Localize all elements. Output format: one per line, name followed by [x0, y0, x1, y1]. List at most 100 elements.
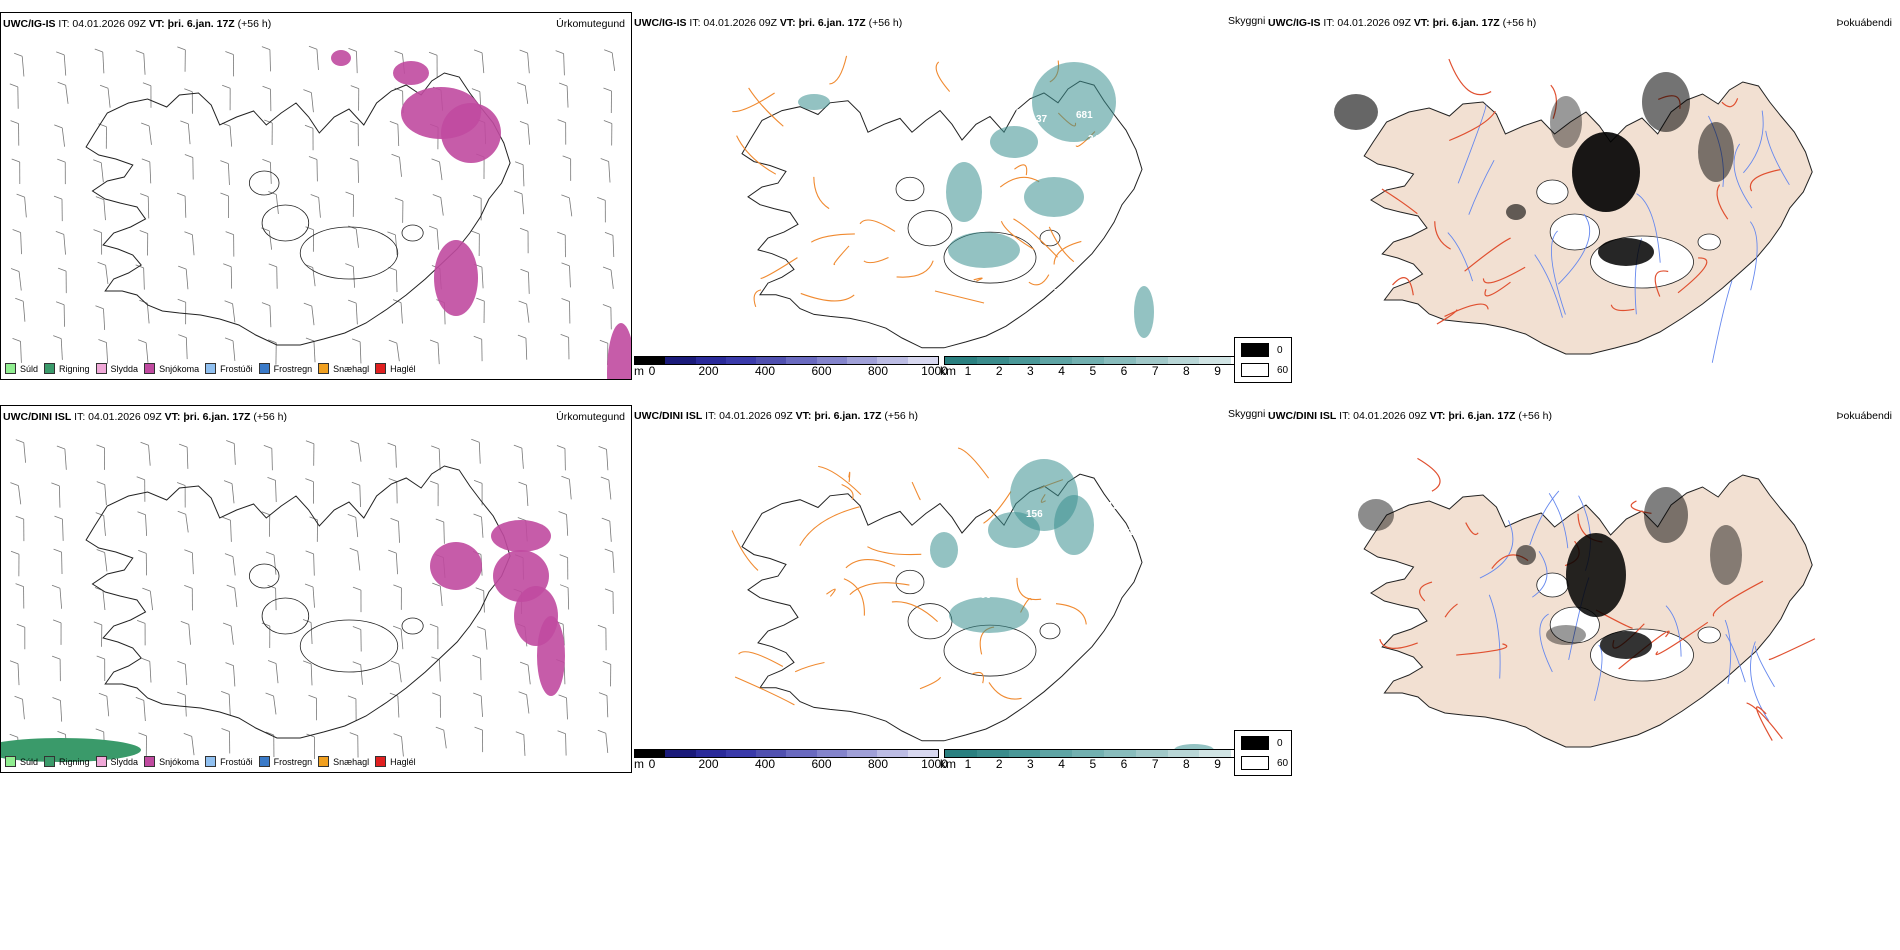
color-cell — [976, 750, 1009, 757]
wind-barb — [12, 229, 22, 255]
wind-barb — [14, 695, 25, 720]
tick-label: 6 — [1120, 364, 1128, 378]
fog-panel: Skyggni UWC/IG-IS IT: 04.01.2026 09Z VT: … — [1228, 12, 1900, 383]
valid-time-label: VT: — [795, 410, 812, 422]
valid-time: þri. 6.jan. 17Z — [183, 411, 251, 423]
wind-barb — [517, 334, 528, 360]
wind-barb — [222, 622, 234, 645]
color-cell — [1040, 750, 1073, 757]
wind-barb — [557, 119, 567, 145]
tick-label: 200 — [698, 364, 719, 378]
valid-time: þri. 6.jan. 17Z — [798, 17, 866, 29]
rain-area — [1, 738, 141, 762]
wind-barb — [604, 232, 615, 258]
wind-barb — [559, 584, 570, 610]
color-cell — [1199, 750, 1232, 757]
wind-barb — [390, 660, 402, 683]
wind-barb — [352, 661, 363, 685]
wind-barb — [435, 518, 445, 544]
precip-type-panel: UWC/IG-IS IT: 04.01.2026 09Z VT: þri. 6.… — [0, 12, 632, 380]
wind-barb — [177, 298, 187, 325]
tick-label: 1000 — [921, 364, 948, 378]
fog-index-shading — [1358, 487, 1742, 659]
visibility-color-cells — [944, 749, 1264, 758]
model-name: UWC/IG-IS — [3, 18, 56, 30]
wind-barb — [141, 122, 152, 145]
panel-title: UWC/IG-IS IT: 04.01.2026 09Z VT: þri. 6.… — [3, 18, 271, 30]
wind-barb — [604, 49, 616, 71]
visibility-unit: km — [940, 364, 956, 378]
legend-swatch — [44, 756, 56, 767]
wind-barb — [601, 517, 612, 542]
wind-barb — [16, 193, 27, 218]
wind-barb — [177, 660, 188, 686]
wind-barb — [476, 626, 488, 650]
wind-barb — [352, 626, 362, 652]
wind-barb — [473, 513, 484, 538]
color-cell — [1072, 357, 1104, 364]
wind-barb — [519, 227, 529, 254]
wind-barb — [94, 48, 105, 74]
key-swatch — [1241, 363, 1269, 377]
value-label: 314 — [1092, 146, 1109, 157]
legend-label: Súld — [20, 363, 39, 374]
wind-barb — [177, 46, 186, 72]
init-time: IT: 04.01.2026 09Z — [705, 410, 793, 422]
color-cell — [945, 750, 977, 757]
valid-time: þri. 6.jan. 17Z — [1432, 17, 1500, 29]
wind-barb — [265, 551, 277, 575]
wind-barb — [514, 161, 525, 187]
tick-label: 9 — [1214, 364, 1221, 378]
valid-time-label: VT: — [164, 411, 181, 423]
wind-barb — [140, 441, 151, 466]
wind-barb — [184, 549, 194, 575]
key-row-high: 0 — [1241, 736, 1283, 750]
wind-barb — [428, 225, 440, 250]
wind-barb — [184, 585, 193, 611]
wind-barb — [473, 49, 485, 74]
wind-barb — [51, 655, 61, 682]
legend-item: Snæhagl — [318, 363, 369, 374]
tick-label: 2 — [995, 364, 1003, 378]
valid-time: þri. 6.jan. 17Z — [167, 18, 235, 30]
visibility-panel: UWC/IG-IS IT: 04.01.2026 09Z VT: þri. 6.… — [634, 12, 1266, 380]
wind-barb — [265, 731, 275, 757]
precip-legend: Súld Rigning Slydda Snjókoma Frostúði Frostre… — [5, 363, 416, 374]
height-unit: m — [634, 757, 644, 771]
wind-barb — [176, 192, 187, 218]
init-time: IT: 04.01.2026 09Z — [1323, 17, 1411, 29]
low-visibility-areas — [798, 62, 1154, 338]
wind-barb — [10, 482, 22, 505]
wind-barb — [57, 81, 69, 104]
value-label: 156 — [1026, 509, 1043, 520]
legend-swatch — [205, 756, 217, 767]
wind-barb — [561, 475, 572, 500]
wind-barb — [51, 584, 63, 609]
key-swatch — [1241, 756, 1269, 770]
tick-label: 8 — [1183, 757, 1190, 771]
wind-barb — [392, 625, 404, 650]
key-row-low: 60 — [1241, 363, 1288, 377]
fog-map — [1358, 457, 1816, 748]
wind-barb — [351, 481, 361, 507]
wind-barb — [308, 156, 318, 182]
wind-barb — [388, 339, 400, 362]
wind-barb — [393, 733, 404, 757]
wind-barb — [599, 339, 609, 366]
wind-barb — [350, 85, 360, 111]
wind-barb — [351, 338, 362, 364]
wind-barb — [265, 692, 277, 715]
legend-swatch — [258, 756, 270, 767]
legend-label: Frostúði — [220, 756, 253, 767]
legend-swatch — [375, 756, 387, 767]
wind-barb — [560, 334, 570, 360]
legend-label: Súld — [20, 756, 39, 767]
wind-barb — [429, 623, 439, 650]
wind-barb — [347, 514, 359, 538]
visibility-colorbar: km12345678910 — [940, 749, 1264, 775]
wind-barb — [10, 120, 20, 146]
wind-barb — [393, 584, 402, 610]
wind-barb — [473, 195, 482, 221]
wind-barb — [389, 121, 400, 147]
wind-barb — [348, 299, 358, 325]
